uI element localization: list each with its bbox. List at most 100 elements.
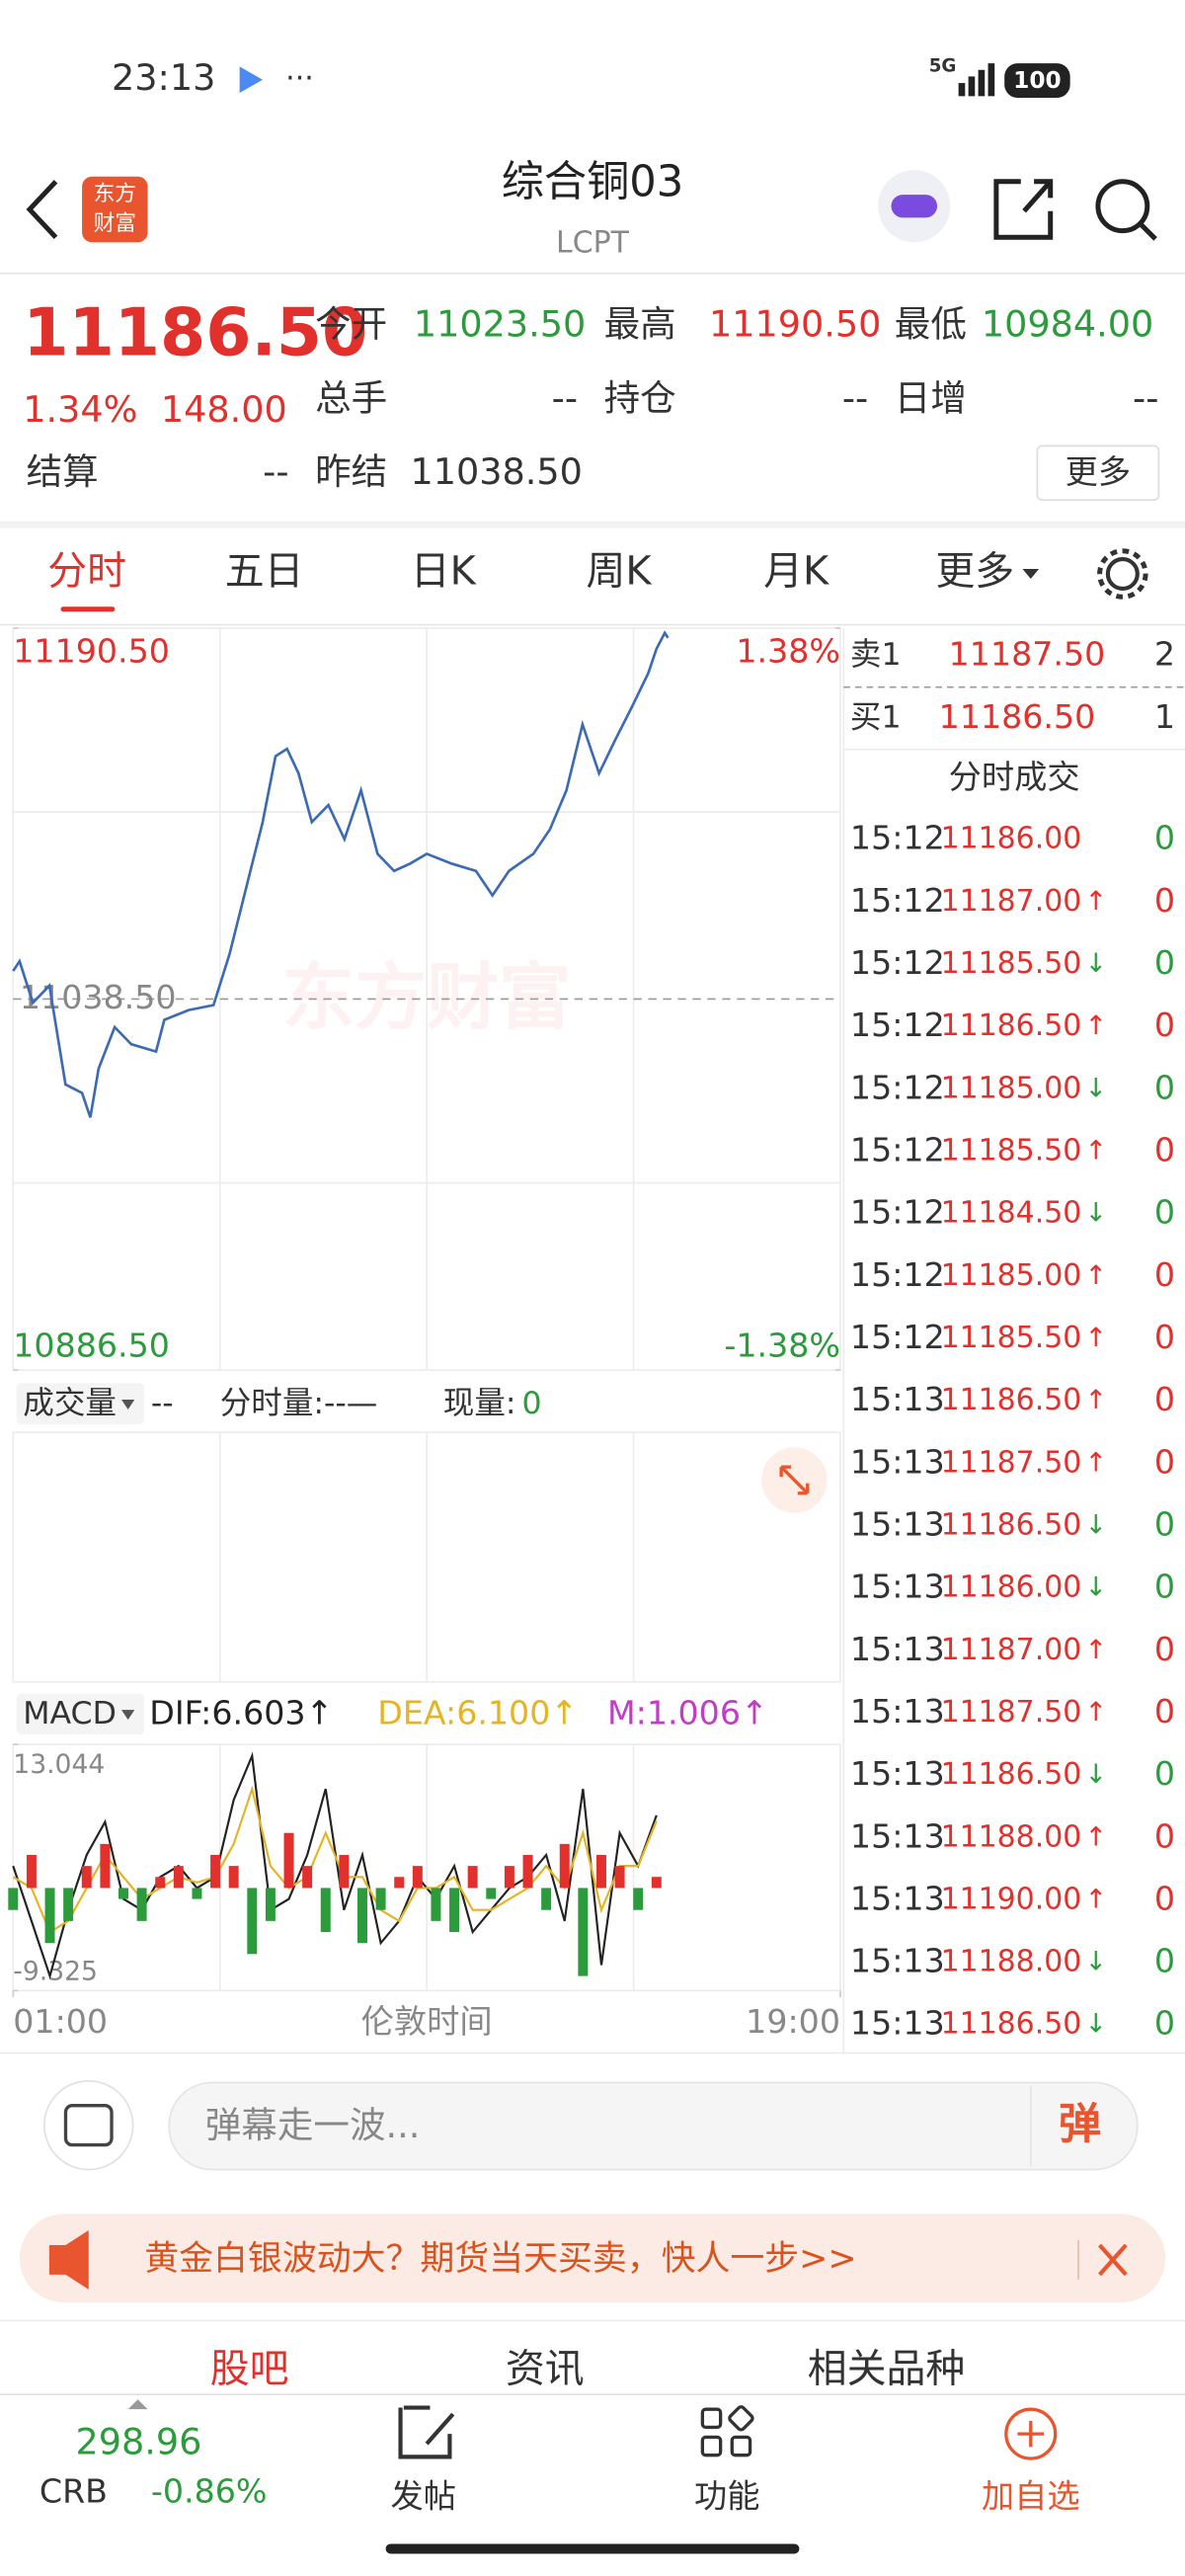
logo[interactable] [82,176,148,243]
trade-price: 11187.00 [941,884,1082,919]
macd-bar [595,1854,606,1889]
trade-volume: 0 [1154,1754,1175,1793]
trade-volume: 0 [1154,943,1175,982]
macd-bar [651,1877,662,1889]
function-icon [700,2405,754,2457]
add-icon [1004,2407,1058,2460]
share-button[interactable] [993,179,1054,240]
comment-placeholder: 弹幕走一波... [205,2104,421,2146]
trade-volume: 0 [1154,1504,1175,1543]
trade-time: 15:12 [850,1193,945,1232]
trade-arrow: ↓ [1085,1572,1107,1603]
macd-bar [375,1888,386,1910]
indicator-selector[interactable] [16,1693,145,1735]
banner-close[interactable] [1098,2243,1128,2277]
tab[interactable]: 更多 [935,549,1014,595]
macd-bar [633,1888,644,1910]
trade-price: 11187.50 [941,1445,1082,1480]
macd-bar [522,1854,533,1889]
macd-bar [81,1866,92,1889]
index-change[interactable]: -0.86% [151,2471,268,2510]
price-line [12,630,670,1118]
macd-bar [155,1877,166,1889]
field-label: 今开 [315,303,387,346]
macd-bar [541,1888,552,1910]
settings-teeth [1097,548,1148,600]
nav-item[interactable]: 功能 [694,2476,759,2515]
trade-arrow: ↑ [1085,1821,1107,1852]
index-name[interactable]: CRB [40,2471,108,2510]
trade-time: 15:12 [850,881,945,920]
tab-active[interactable]: 分时 [47,549,126,595]
nav-item[interactable]: 加自选 [982,2476,1080,2515]
macd-bar [44,1888,55,1944]
trade-price: 11185.50 [941,1321,1082,1355]
macd-bar [320,1888,331,1933]
section-tab[interactable]: 资讯 [506,2346,585,2391]
trade-arrow: ↑ [1085,1323,1107,1353]
macd-bar [192,1888,202,1899]
trade-arrow: ↑ [1085,1697,1107,1728]
trade-arrow: ↓ [1085,1509,1107,1540]
trade-price: 11186.50 [941,1383,1082,1417]
trade-price: 11186.00 [941,822,1082,856]
trade-arrow: ↓ [1085,1198,1107,1229]
index-value[interactable]: 298.96 [75,2421,201,2463]
reference-label: 11038.50 [20,978,177,1016]
section-tab[interactable]: 相关品种 [808,2346,966,2391]
section-tab-active[interactable]: 股吧 [210,2346,289,2391]
trade-arrow: ↑ [1085,1385,1107,1415]
trade-price: 11188.00 [941,1945,1082,1979]
banner[interactable] [19,2214,1166,2303]
trade-arrow: ↑ [1085,1447,1107,1478]
banner-text: 黄金白银波动大？期货当天买卖，快人一步>> [144,2239,856,2279]
trade-price: 11186.50 [941,1008,1082,1043]
y-tick-label: -9.325 [13,1957,98,1987]
macd-bar [210,1854,221,1889]
macd-bar [504,1866,514,1889]
danmaku-button[interactable]: 弹 [1059,2100,1101,2149]
macd-bar [467,1866,478,1889]
macd-line [12,1785,658,1934]
trade-volume: 0 [1154,1380,1175,1418]
back-button[interactable] [26,180,58,239]
field-label: 昨结 [315,450,387,493]
settings-button[interactable] [1105,556,1140,592]
volume-selector-label: 成交量 [23,1386,117,1421]
comment-list-button[interactable] [43,2079,134,2171]
trade-volume: 0 [1154,1692,1175,1731]
more-button[interactable] [1036,444,1160,502]
dropdown-arrow [120,1710,135,1721]
status-dots: ··· [285,61,314,96]
field-value: 11023.50 [414,303,586,346]
tab[interactable]: 周K [587,549,653,595]
last-price: 11186.50 [23,294,367,371]
trade-time: 15:12 [850,819,945,857]
field-label: 日增 [895,376,967,419]
trade-volume: 0 [1154,1068,1175,1106]
macd-bar [339,1854,350,1889]
tab[interactable]: 日K [411,549,477,595]
trade-volume: 0 [1154,1193,1175,1232]
field-label: 最低 [895,303,967,346]
macd-bar [449,1888,460,1933]
nav-item[interactable]: 发帖 [391,2476,456,2515]
home-indicator [385,2543,800,2554]
trades-title: 分时成交 [949,758,1080,796]
volume-selector[interactable] [16,1383,145,1424]
buy-label: 买1 [850,699,902,735]
tab[interactable]: 月K [763,549,830,595]
macd-bar [8,1888,19,1910]
comment-input[interactable] [168,2081,1139,2171]
macd-bar [394,1877,405,1889]
tab[interactable]: 五日 [225,549,304,595]
macd-bar [173,1866,184,1889]
legend-item: DEA:6.100↑ [377,1694,578,1732]
search-button[interactable] [1095,179,1150,234]
trade-time: 15:13 [850,1879,945,1917]
trade-price: 11186.50 [941,1507,1082,1542]
speaker-icon [48,2230,89,2290]
trade-time: 15:13 [850,1942,945,1980]
macd-bar [302,1866,313,1889]
